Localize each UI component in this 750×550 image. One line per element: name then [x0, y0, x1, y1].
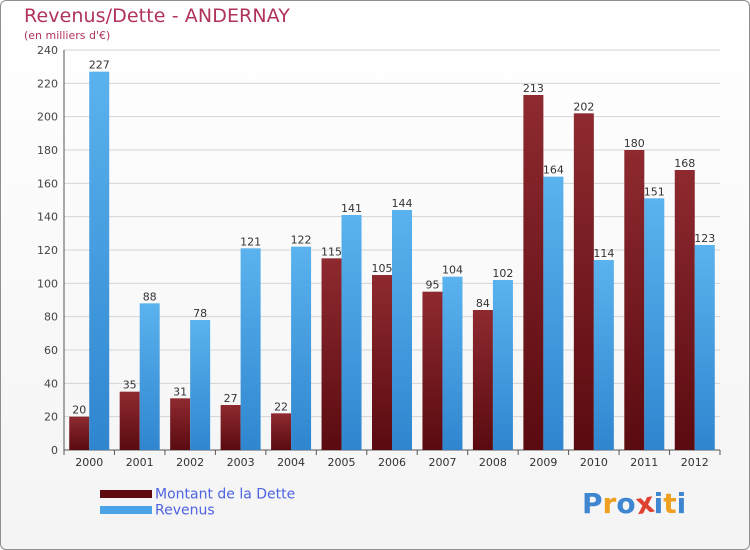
- x-tick-label: 2005: [328, 456, 356, 469]
- y-tick-label: 220: [37, 77, 58, 90]
- bar-revenue: [543, 176, 564, 450]
- data-label-revenue: 114: [593, 247, 614, 260]
- bar-revenue: [492, 280, 513, 450]
- bar-revenue: [694, 245, 715, 450]
- bar-debt: [170, 398, 191, 450]
- logo-letter: P: [582, 487, 603, 520]
- logo-letter: o: [616, 487, 636, 520]
- bar-revenue: [139, 303, 160, 450]
- bar-debt: [119, 391, 140, 450]
- y-tick-label: 80: [44, 311, 58, 324]
- x-tick-label: 2007: [428, 456, 456, 469]
- bar-revenue: [341, 215, 362, 450]
- y-tick-label: 120: [37, 244, 58, 257]
- data-label-debt: 20: [72, 404, 86, 417]
- x-tick-label: 2010: [580, 456, 608, 469]
- y-tick-label: 180: [37, 144, 58, 157]
- bar-debt: [69, 416, 90, 450]
- logo-letter: t: [663, 487, 677, 520]
- data-label-revenue: 164: [543, 164, 564, 177]
- bar-debt: [472, 310, 493, 450]
- x-tick-label: 2004: [277, 456, 305, 469]
- y-tick-label: 20: [44, 411, 58, 424]
- data-label-debt: 115: [321, 245, 342, 258]
- bar-debt: [321, 258, 342, 450]
- data-label-debt: 168: [674, 157, 695, 170]
- y-tick-label: 40: [44, 377, 58, 390]
- legend-swatch-revenue: [100, 505, 152, 514]
- bar-revenue: [392, 210, 412, 450]
- x-tick-label: 2003: [227, 456, 255, 469]
- proxiti-logo: Proxiti: [582, 486, 686, 522]
- bar-debt: [523, 95, 544, 450]
- data-label-debt: 180: [624, 137, 645, 150]
- chart-legend: Montant de la Dette Revenus: [100, 486, 296, 519]
- data-label-debt: 22: [274, 400, 288, 413]
- chart-subtitle: (en milliers d'€): [24, 29, 111, 42]
- data-label-revenue: 88: [143, 290, 157, 303]
- bar-debt: [422, 291, 443, 450]
- legend-label-debt: Montant de la Dette: [155, 486, 296, 503]
- data-label-revenue: 122: [291, 234, 312, 247]
- data-label-revenue: 104: [442, 264, 463, 277]
- bar-debt: [372, 275, 392, 450]
- legend-label-revenue: Revenus: [155, 502, 215, 519]
- x-tick-label: 2002: [176, 456, 204, 469]
- bar-debt: [674, 170, 695, 450]
- data-label-revenue: 78: [193, 307, 207, 320]
- bar-revenue: [442, 276, 463, 450]
- bar-debt: [271, 413, 292, 450]
- bar-revenue: [291, 246, 312, 450]
- chart-title: Revenus/Dette - ANDERNAY: [24, 5, 290, 27]
- x-tick-label: 2009: [529, 456, 557, 469]
- data-label-revenue: 102: [492, 267, 513, 280]
- data-label-debt: 27: [224, 392, 238, 405]
- x-tick-label: 2011: [630, 456, 658, 469]
- y-tick-label: 60: [44, 344, 58, 357]
- data-label-debt: 31: [173, 385, 187, 398]
- data-label-revenue: 151: [644, 185, 665, 198]
- bar-debt: [573, 113, 594, 450]
- data-label-debt: 95: [425, 279, 439, 292]
- data-label-revenue: 227: [89, 59, 110, 72]
- logo-letter: i: [676, 487, 687, 520]
- y-tick-label: 140: [37, 211, 58, 224]
- x-tick-label: 2000: [75, 456, 103, 469]
- y-tick-label: 100: [37, 277, 58, 290]
- legend-swatch-debt: [100, 489, 152, 498]
- logo-letter: i: [653, 487, 664, 520]
- bar-revenue: [190, 320, 211, 450]
- bar-revenue: [644, 198, 665, 450]
- x-tick-label: 2012: [681, 456, 709, 469]
- bar-debt: [220, 405, 241, 450]
- x-tick-label: 2008: [479, 456, 507, 469]
- bar-revenue: [240, 248, 261, 450]
- x-tick-label: 2001: [126, 456, 154, 469]
- data-label-debt: 202: [573, 100, 594, 113]
- logo-letter: r: [602, 487, 617, 520]
- data-label-debt: 105: [372, 262, 393, 275]
- data-label-revenue: 121: [240, 235, 261, 248]
- legend-item-revenue: Revenus: [100, 502, 295, 519]
- data-label-revenue: 144: [392, 197, 413, 210]
- x-tick-label: 2006: [378, 456, 406, 469]
- y-tick-label: 200: [37, 111, 58, 124]
- data-label-revenue: 141: [341, 202, 362, 215]
- data-label-debt: 84: [476, 297, 490, 310]
- data-label-debt: 213: [523, 82, 544, 95]
- legend-item-debt: Montant de la Dette: [100, 486, 296, 503]
- y-tick-label: 240: [37, 44, 58, 57]
- bar-revenue: [89, 71, 110, 451]
- bar-revenue: [593, 260, 614, 450]
- bar-chart: 0204060801001201401601802002202402022720…: [37, 44, 721, 469]
- y-tick-label: 160: [37, 177, 58, 190]
- bar-debt: [624, 150, 645, 450]
- y-tick-label: 0: [51, 444, 58, 457]
- data-label-revenue: 123: [694, 232, 715, 245]
- data-label-debt: 35: [123, 379, 137, 392]
